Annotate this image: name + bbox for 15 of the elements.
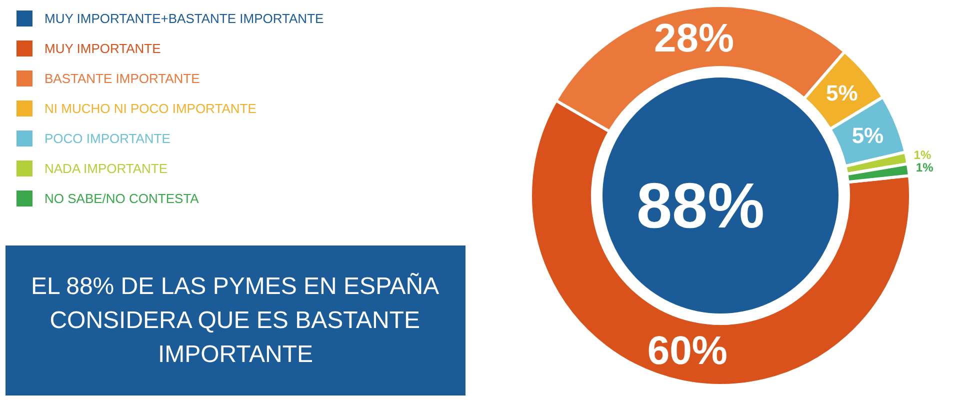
legend-label: BASTANTE IMPORTANTE: [44, 71, 200, 86]
legend-label: NO SABE/NO CONTESTA: [44, 191, 200, 206]
data-label: 5%: [826, 80, 858, 106]
data-label: 60%: [647, 329, 728, 374]
legend-label: MUY IMPORTANTE: [44, 41, 162, 56]
data-label: 28%: [654, 16, 734, 61]
legend-label: NADA IMPORTANTE: [44, 161, 168, 176]
legend-label: MUY IMPORTANTE+BASTANTE IMPORTANTE: [44, 11, 324, 26]
legend-label: POCO IMPORTANTE: [44, 131, 171, 146]
data-label: 5%: [852, 122, 884, 148]
data-label: 88%: [636, 170, 765, 242]
data-label: 1%: [916, 160, 934, 175]
data-label: 1%: [914, 148, 932, 162]
text: EL 88% DE LAS PYMES EN ESPAÑA CONSIDERA QUE ES BASTANTE IMPORTANTE: [30, 272, 440, 368]
legend-label: NI MUCHO NI POCO IMPORTANTE: [44, 101, 257, 116]
